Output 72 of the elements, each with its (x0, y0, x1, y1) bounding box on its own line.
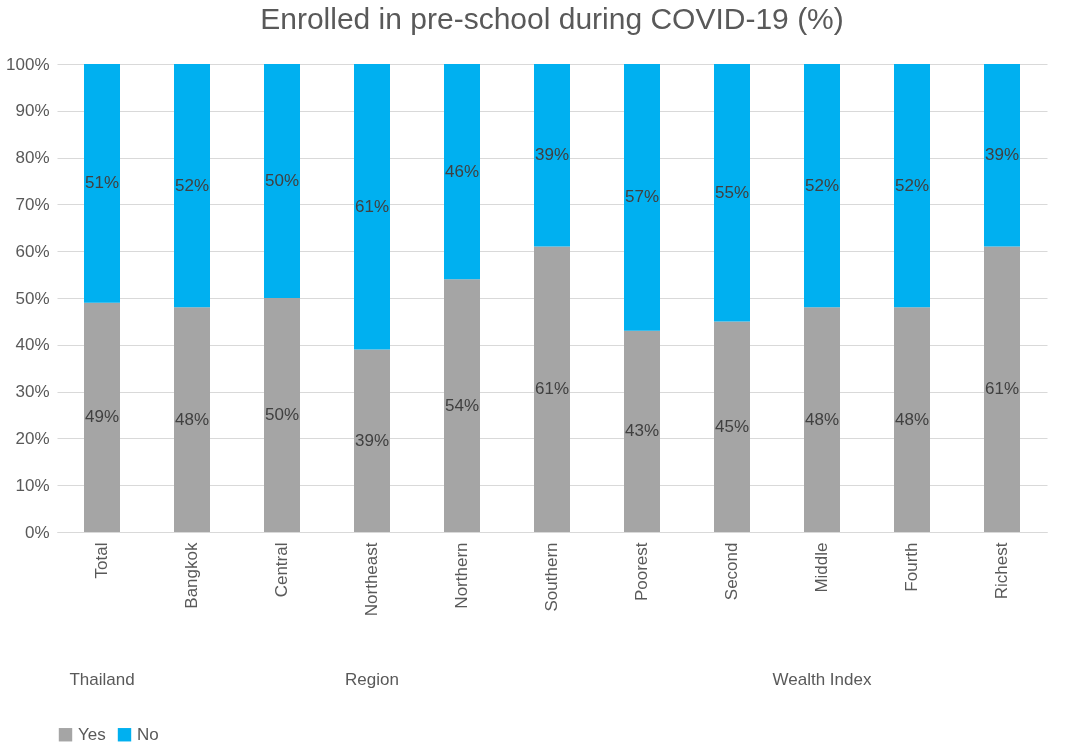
y-tick-label: 30% (15, 382, 50, 402)
bar (354, 349, 390, 532)
data-label: 48% (174, 409, 210, 429)
x-tick-label: Second (722, 542, 741, 601)
x-tick-label: Southern (542, 542, 561, 612)
bar (894, 64, 930, 308)
data-label: 50% (264, 405, 300, 424)
data-label: 52% (804, 175, 840, 195)
bar (354, 64, 390, 350)
bar (714, 321, 750, 532)
bar (624, 64, 660, 331)
data-label: 49% (84, 407, 120, 427)
bar (624, 330, 660, 532)
data-label: 46% (444, 161, 480, 181)
x-tick-label: Total (92, 542, 111, 579)
bar (174, 307, 210, 532)
bar (804, 307, 840, 532)
data-label: 51% (84, 173, 120, 193)
text: Region (345, 670, 399, 689)
data-label: 61% (354, 196, 390, 216)
y-tick-label: 80% (15, 148, 50, 168)
bar (804, 64, 840, 308)
legend-label: Yes (78, 724, 106, 744)
y-tick-label: 90% (15, 101, 50, 121)
y-tick-label: 70% (15, 194, 50, 214)
y-tick-label: 100% (6, 54, 50, 74)
x-tick-label: Fourth (902, 542, 921, 592)
data-label: 61% (534, 379, 570, 399)
legend-label: No (137, 724, 159, 744)
bar (894, 307, 930, 532)
data-label: 52% (894, 175, 930, 195)
y-tick-label: 50% (15, 288, 50, 308)
text: Thailand (69, 670, 135, 689)
bar (264, 298, 300, 532)
bar (264, 64, 300, 298)
x-tick-label: Bangkok (182, 542, 201, 609)
bar (534, 246, 570, 532)
data-label: 52% (174, 175, 210, 195)
text: Wealth Index (772, 670, 872, 689)
data-label: 61% (984, 379, 1020, 399)
x-tick-label: Middle (812, 542, 831, 593)
bar (444, 64, 480, 280)
data-label: 48% (804, 409, 840, 429)
bar (534, 64, 570, 247)
chart-title: Enrolled in pre-school during COVID-19 (%) (260, 2, 844, 35)
bar (84, 302, 120, 532)
data-label: 39% (354, 430, 390, 450)
y-tick-label: 60% (15, 241, 50, 261)
data-label: 54% (444, 395, 480, 415)
data-label: 50% (264, 171, 300, 190)
x-tick-label: Richest (992, 542, 1011, 600)
y-tick-label: 40% (15, 335, 50, 355)
bar (984, 246, 1020, 532)
data-label: 45% (714, 416, 750, 436)
bar (984, 64, 1020, 247)
bar (84, 64, 120, 303)
bar (444, 279, 480, 532)
bar (174, 64, 210, 308)
x-tick-label: Central (272, 542, 291, 598)
y-tick-label: 20% (15, 428, 50, 448)
data-label: 43% (624, 421, 660, 441)
data-label: 48% (894, 409, 930, 429)
x-tick-label: Northern (452, 542, 471, 609)
bar (714, 64, 750, 322)
x-tick-label: Northeast (362, 542, 381, 617)
y-tick-label: 0% (24, 522, 50, 542)
x-tick-label: Poorest (632, 542, 651, 602)
data-label: 39% (984, 145, 1020, 165)
data-label: 57% (624, 187, 660, 207)
data-label: 55% (714, 182, 750, 202)
y-tick-label: 10% (15, 475, 50, 495)
data-label: 39% (534, 145, 570, 165)
